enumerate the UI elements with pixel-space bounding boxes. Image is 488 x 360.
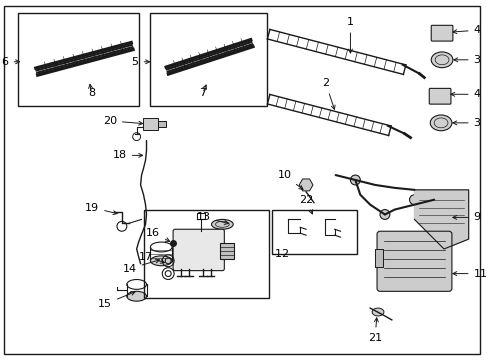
Bar — [220, 243, 234, 259]
Polygon shape — [414, 190, 468, 249]
Ellipse shape — [211, 219, 233, 229]
FancyBboxPatch shape — [376, 231, 451, 291]
Text: 20: 20 — [102, 116, 142, 126]
Text: 18: 18 — [112, 150, 142, 160]
Text: 3: 3 — [452, 118, 480, 128]
FancyBboxPatch shape — [173, 229, 224, 271]
Text: 14: 14 — [122, 259, 159, 274]
Text: 2: 2 — [322, 78, 334, 109]
Circle shape — [350, 175, 360, 185]
Circle shape — [379, 210, 389, 219]
Bar — [271, 210, 357, 254]
FancyBboxPatch shape — [428, 88, 450, 104]
Circle shape — [409, 195, 419, 204]
Text: 13: 13 — [196, 212, 228, 224]
Text: 19: 19 — [85, 203, 117, 215]
Bar — [158, 121, 166, 127]
Bar — [142, 118, 158, 130]
Text: 3: 3 — [453, 55, 480, 65]
Text: 11: 11 — [452, 269, 487, 279]
Text: 7: 7 — [199, 88, 206, 98]
Text: 8: 8 — [87, 88, 95, 98]
Text: 4: 4 — [450, 89, 480, 99]
Text: 6: 6 — [1, 57, 20, 67]
Text: 21: 21 — [367, 318, 381, 343]
Ellipse shape — [150, 256, 172, 266]
Text: 9: 9 — [452, 212, 480, 222]
Ellipse shape — [126, 291, 146, 301]
Text: 5: 5 — [131, 57, 149, 67]
Ellipse shape — [429, 115, 451, 131]
Text: -12: -12 — [271, 249, 289, 259]
Text: 16: 16 — [146, 228, 169, 241]
Text: 17: 17 — [139, 252, 164, 263]
Bar — [150, 13, 266, 106]
Text: 1: 1 — [346, 17, 353, 53]
FancyBboxPatch shape — [430, 25, 452, 41]
Text: 15: 15 — [98, 292, 135, 309]
Ellipse shape — [371, 308, 383, 316]
Ellipse shape — [430, 52, 452, 68]
Bar — [374, 249, 382, 267]
Text: 22: 22 — [298, 195, 313, 214]
Text: 10: 10 — [277, 170, 303, 189]
Bar — [143, 210, 268, 298]
Bar — [19, 13, 138, 106]
Text: 4: 4 — [452, 25, 480, 35]
